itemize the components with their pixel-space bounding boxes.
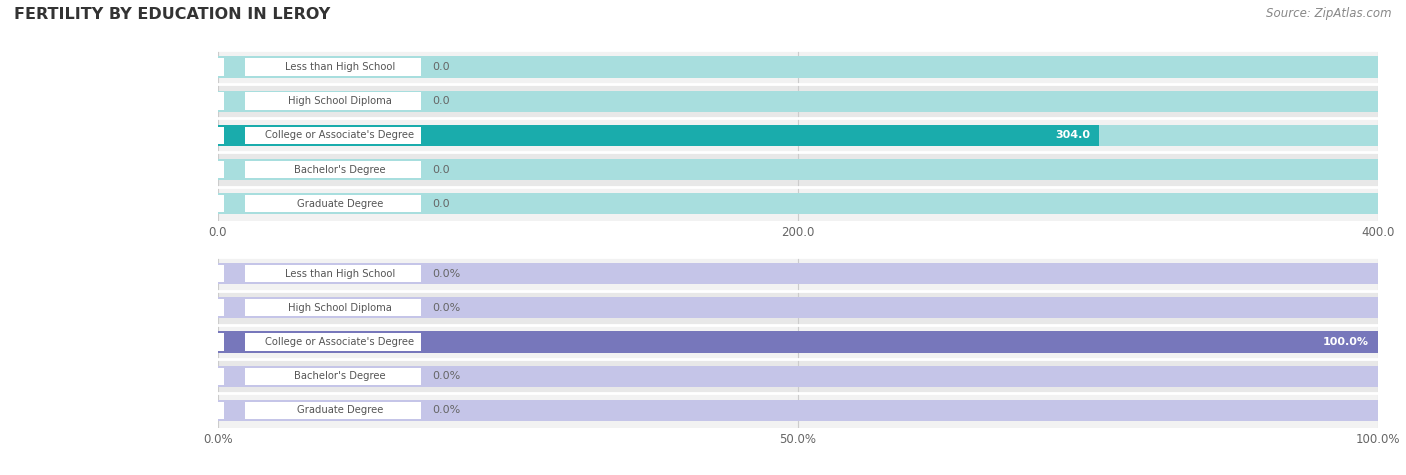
Text: FERTILITY BY EDUCATION IN LEROY: FERTILITY BY EDUCATION IN LEROY — [14, 7, 330, 22]
Bar — [218, 125, 1099, 146]
Bar — [224, 299, 245, 316]
Bar — [218, 195, 420, 212]
Text: 0.0: 0.0 — [433, 62, 450, 72]
Text: 0.0%: 0.0% — [433, 371, 461, 381]
Text: 304.0: 304.0 — [1056, 130, 1090, 141]
Text: Less than High School: Less than High School — [284, 268, 395, 279]
Bar — [224, 402, 245, 419]
Bar — [218, 400, 1378, 421]
Bar — [218, 125, 1378, 146]
Text: Less than High School: Less than High School — [284, 62, 395, 72]
Bar — [224, 127, 245, 144]
Bar — [218, 332, 1378, 352]
Bar — [218, 333, 420, 351]
Text: College or Associate's Degree: College or Associate's Degree — [266, 337, 415, 347]
Bar — [218, 393, 1378, 428]
Text: Graduate Degree: Graduate Degree — [297, 199, 382, 209]
Bar — [218, 366, 1378, 387]
Bar — [224, 265, 245, 282]
Bar — [218, 359, 1378, 393]
Bar — [224, 93, 245, 110]
Bar — [218, 325, 1378, 359]
Text: Source: ZipAtlas.com: Source: ZipAtlas.com — [1267, 7, 1392, 20]
Text: 0.0: 0.0 — [433, 199, 450, 209]
Bar — [224, 368, 245, 385]
Text: 0.0%: 0.0% — [433, 268, 461, 279]
Bar — [224, 58, 245, 76]
Bar — [218, 265, 420, 282]
Bar — [218, 332, 1378, 352]
Text: 100.0%: 100.0% — [1323, 337, 1368, 347]
Bar — [218, 57, 1378, 77]
Bar — [218, 368, 420, 385]
Bar — [224, 333, 245, 351]
Bar — [218, 127, 420, 144]
Text: 0.0: 0.0 — [433, 164, 450, 175]
Bar — [224, 161, 245, 178]
Bar — [218, 187, 1378, 221]
Text: College or Associate's Degree: College or Associate's Degree — [266, 130, 415, 141]
Bar — [218, 161, 420, 178]
Text: High School Diploma: High School Diploma — [288, 96, 392, 106]
Bar — [224, 195, 245, 212]
Bar — [218, 50, 1378, 84]
Bar — [218, 93, 420, 110]
Bar — [218, 118, 1378, 152]
Text: Bachelor's Degree: Bachelor's Degree — [294, 371, 385, 381]
Text: Graduate Degree: Graduate Degree — [297, 405, 382, 416]
Text: 0.0: 0.0 — [433, 96, 450, 106]
Bar — [218, 263, 1378, 284]
Bar — [218, 299, 420, 316]
Bar — [218, 58, 420, 76]
Text: High School Diploma: High School Diploma — [288, 303, 392, 313]
Bar — [218, 402, 420, 419]
Bar — [218, 297, 1378, 318]
Text: 0.0%: 0.0% — [433, 405, 461, 416]
Bar — [218, 91, 1378, 112]
Text: 0.0%: 0.0% — [433, 303, 461, 313]
Bar — [218, 193, 1378, 214]
Bar — [218, 152, 1378, 187]
Bar — [218, 159, 1378, 180]
Bar — [218, 256, 1378, 291]
Text: Bachelor's Degree: Bachelor's Degree — [294, 164, 385, 175]
Bar — [218, 84, 1378, 118]
Bar — [218, 291, 1378, 325]
